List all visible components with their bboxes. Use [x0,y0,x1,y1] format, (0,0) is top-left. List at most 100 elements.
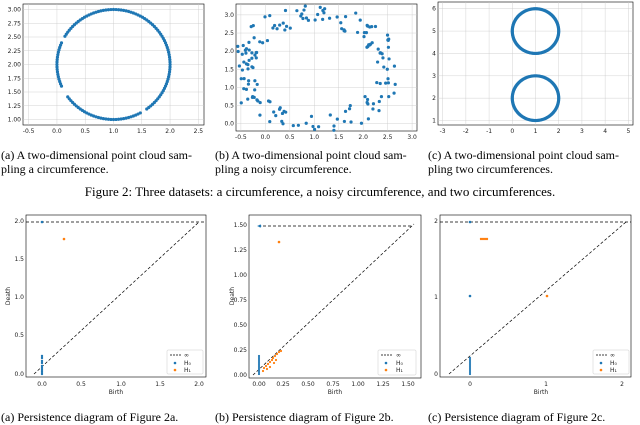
svg-text:1.5: 1.5 [155,381,165,388]
svg-text:0.5: 0.5 [285,134,295,141]
svg-text:0.0: 0.0 [37,381,47,388]
svg-text:1.50: 1.50 [234,222,248,229]
svg-text:1.0: 1.0 [224,84,234,91]
svg-text:1: 1 [434,294,438,301]
svg-text:1.25: 1.25 [234,247,248,254]
svg-text:∞: ∞ [396,352,401,359]
svg-text:H₁: H₁ [184,367,192,374]
svg-text:0.5: 0.5 [224,103,234,110]
svg-text:3.00: 3.00 [8,7,22,14]
svg-text:3: 3 [580,128,584,135]
svg-text:0.75: 0.75 [234,297,248,304]
svg-text:1: 1 [534,128,538,135]
svg-text:5: 5 [432,28,436,35]
svg-text:1.00: 1.00 [351,381,365,388]
svg-text:2.50: 2.50 [8,34,22,41]
scatter-panel-b: -0.5 0.0 0.5 1.0 1.5 2.0 2.5 3.00.00.51.01.52.0… [224,3,418,141]
caption-persistence-a: (a) Persistence diagram of Figure 2a. [1,410,179,424]
svg-text:0.00: 0.00 [252,381,266,388]
svg-text:0.50: 0.50 [234,322,248,329]
svg-text:0.0: 0.0 [52,128,62,135]
legend: ∞ H₀ H₁ [592,349,630,375]
svg-text:1: 1 [544,381,548,388]
svg-text:0.0: 0.0 [224,121,234,128]
svg-text:Birth: Birth [534,389,549,396]
svg-text:H₀: H₀ [396,360,404,367]
svg-text:1.0: 1.0 [116,381,126,388]
svg-text:2.0: 2.0 [14,218,24,225]
svg-text:0.25: 0.25 [234,347,248,354]
svg-text:1.5: 1.5 [224,66,234,73]
svg-text:∞: ∞ [610,352,615,359]
svg-text:1.50: 1.50 [8,89,22,96]
svg-text:2.0: 2.0 [224,48,234,55]
svg-text:∞: ∞ [184,352,189,359]
svg-text:1.75: 1.75 [8,75,22,82]
svg-text:Death: Death [5,287,12,305]
svg-text:0.0: 0.0 [14,371,24,378]
svg-text:1.25: 1.25 [8,103,22,110]
svg-text:2.00: 2.00 [8,62,22,69]
svg-text:0.00: 0.00 [234,372,248,379]
svg-text:2.5: 2.5 [383,134,393,141]
svg-text:H₀: H₀ [610,360,618,367]
svg-text:0.0: 0.0 [261,134,271,141]
svg-text:Birth: Birth [328,389,343,396]
svg-text:0: 0 [434,371,438,378]
svg-text:2.5: 2.5 [224,30,234,37]
svg-text:3.0: 3.0 [407,134,417,141]
svg-text:2: 2 [432,95,436,102]
scatter-panel-a: -0.5 0.0 0.5 1.0 1.5 2.0 2.5 1.00 1.25 1.50 1.75 2.… [8,3,205,135]
persistence-panel-c: 0 1 2 0 1 2 Birth ∞ H₀ H₁ [434,214,632,396]
svg-text:5: 5 [626,128,630,135]
svg-text:0: 0 [468,381,472,388]
svg-text:1.00: 1.00 [8,117,22,124]
svg-text:1.50: 1.50 [401,381,415,388]
svg-text:0.5: 0.5 [14,332,24,339]
svg-text:-0.5: -0.5 [23,128,35,135]
legend: ∞ H₀ H₁ [166,349,204,375]
svg-text:0.5: 0.5 [76,381,86,388]
svg-text:2: 2 [434,218,438,225]
svg-text:1.5: 1.5 [137,128,147,135]
svg-text:0: 0 [510,128,514,135]
svg-text:2.75: 2.75 [8,20,22,27]
svg-text:Birth: Birth [109,389,124,396]
svg-text:1.0: 1.0 [309,134,319,141]
caption-c: (c) A two-dimensional point cloud sam- p… [428,148,619,176]
caption-persistence-b: (b) Persistence diagram of Figure 2b. [215,410,394,424]
svg-text:6: 6 [432,6,436,13]
svg-text:H₁: H₁ [610,367,618,374]
svg-text:-1: -1 [486,128,492,135]
svg-text:-0.5: -0.5 [235,134,247,141]
svg-text:1.00: 1.00 [234,272,248,279]
svg-text:1.0: 1.0 [14,294,24,301]
svg-text:0.75: 0.75 [326,381,340,388]
svg-text:1: 1 [432,118,436,125]
caption-persistence-c: (c) Persistence diagram of Figure 2c. [428,410,606,424]
svg-text:0.5: 0.5 [80,128,90,135]
svg-text:H₁: H₁ [396,367,404,374]
svg-text:2: 2 [557,128,561,135]
figure-caption: Figure 2: Three datasets: a circumferenc… [84,184,556,199]
svg-text:2.0: 2.0 [358,134,368,141]
svg-text:Death: Death [229,287,236,305]
svg-text:1.25: 1.25 [376,381,390,388]
caption-b: (b) A two-dimensional point cloud sam- p… [215,148,407,176]
svg-text:-2: -2 [463,128,469,135]
svg-text:4: 4 [432,50,436,57]
svg-text:-3: -3 [440,128,446,135]
svg-text:2.25: 2.25 [8,48,22,55]
svg-text:2: 2 [620,381,624,388]
svg-text:2.0: 2.0 [194,381,204,388]
scatter-panel-c: -3 -2 -1 0 1 2 3 4 5 1 2 3 4 5 6 [432,1,634,135]
svg-text:3: 3 [432,73,436,80]
svg-text:0.50: 0.50 [301,381,315,388]
svg-text:0.25: 0.25 [276,381,290,388]
svg-text:1.0: 1.0 [109,128,119,135]
svg-text:4: 4 [603,128,607,135]
persistence-panel-a: 0.0 0.5 1.0 1.5 2.0 0.0 0.5 1.0 1.5 2.0 … [5,214,207,396]
svg-text:H₀: H₀ [184,360,192,367]
svg-text:2.5: 2.5 [194,128,204,135]
